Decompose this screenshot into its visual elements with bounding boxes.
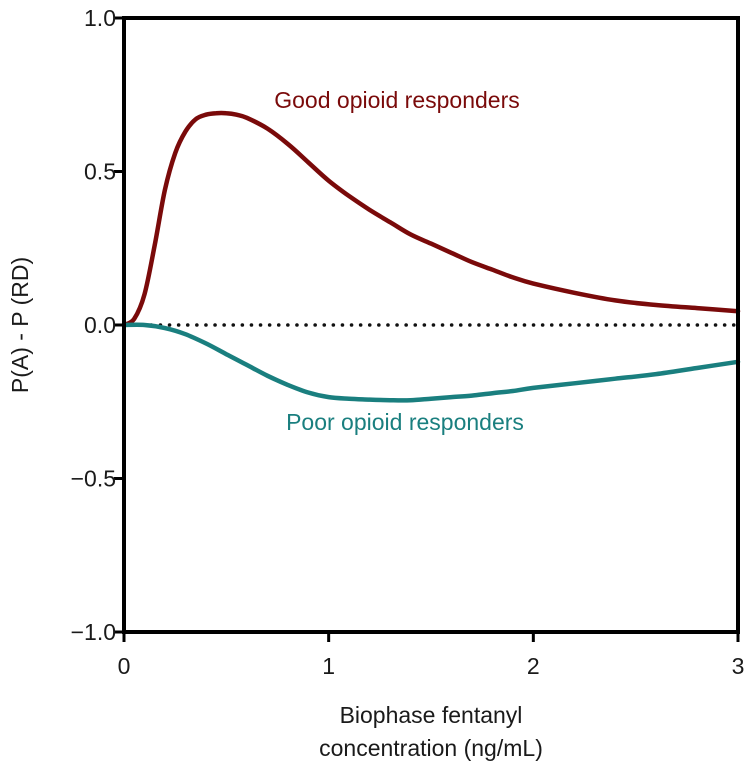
series-line-good-responders [121,110,741,328]
series-label-poor: Poor opioid responders [286,409,524,435]
series-label-good: Good opioid responders [274,87,520,113]
x-tick-label: 2 [527,653,540,679]
x-tick-label: 3 [732,653,745,679]
x-axis-title-line-1: Biophase fentanyl [340,702,523,728]
y-tick-label: −1.0 [71,619,116,645]
x-axis-title-line-2: concentration (ng/mL) [319,735,543,761]
x-tick-label: 1 [322,653,335,679]
y-axis-title: P(A) - P (RD) [7,257,33,393]
y-tick-label: 0.5 [84,159,116,185]
y-tick-label: −0.5 [71,466,116,492]
y-tick-label: 1.0 [84,5,116,31]
series-line-poor-responders [121,322,741,403]
y-tick-label: 0.0 [84,312,116,338]
x-tick-label: 0 [118,653,131,679]
